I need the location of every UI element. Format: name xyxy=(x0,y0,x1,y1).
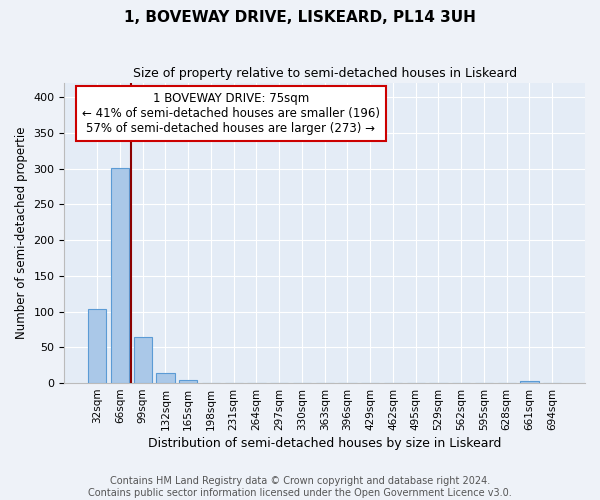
Bar xyxy=(179,380,197,383)
Bar xyxy=(520,381,539,383)
Title: Size of property relative to semi-detached houses in Liskeard: Size of property relative to semi-detach… xyxy=(133,68,517,80)
X-axis label: Distribution of semi-detached houses by size in Liskeard: Distribution of semi-detached houses by … xyxy=(148,437,502,450)
Bar xyxy=(157,373,175,383)
Text: 1, BOVEWAY DRIVE, LISKEARD, PL14 3UH: 1, BOVEWAY DRIVE, LISKEARD, PL14 3UH xyxy=(124,10,476,25)
Y-axis label: Number of semi-detached propertie: Number of semi-detached propertie xyxy=(15,127,28,340)
Bar xyxy=(88,310,106,383)
Bar xyxy=(111,168,129,383)
Text: Contains HM Land Registry data © Crown copyright and database right 2024.
Contai: Contains HM Land Registry data © Crown c… xyxy=(88,476,512,498)
Text: 1 BOVEWAY DRIVE: 75sqm
← 41% of semi-detached houses are smaller (196)
57% of se: 1 BOVEWAY DRIVE: 75sqm ← 41% of semi-det… xyxy=(82,92,380,135)
Bar xyxy=(134,336,152,383)
